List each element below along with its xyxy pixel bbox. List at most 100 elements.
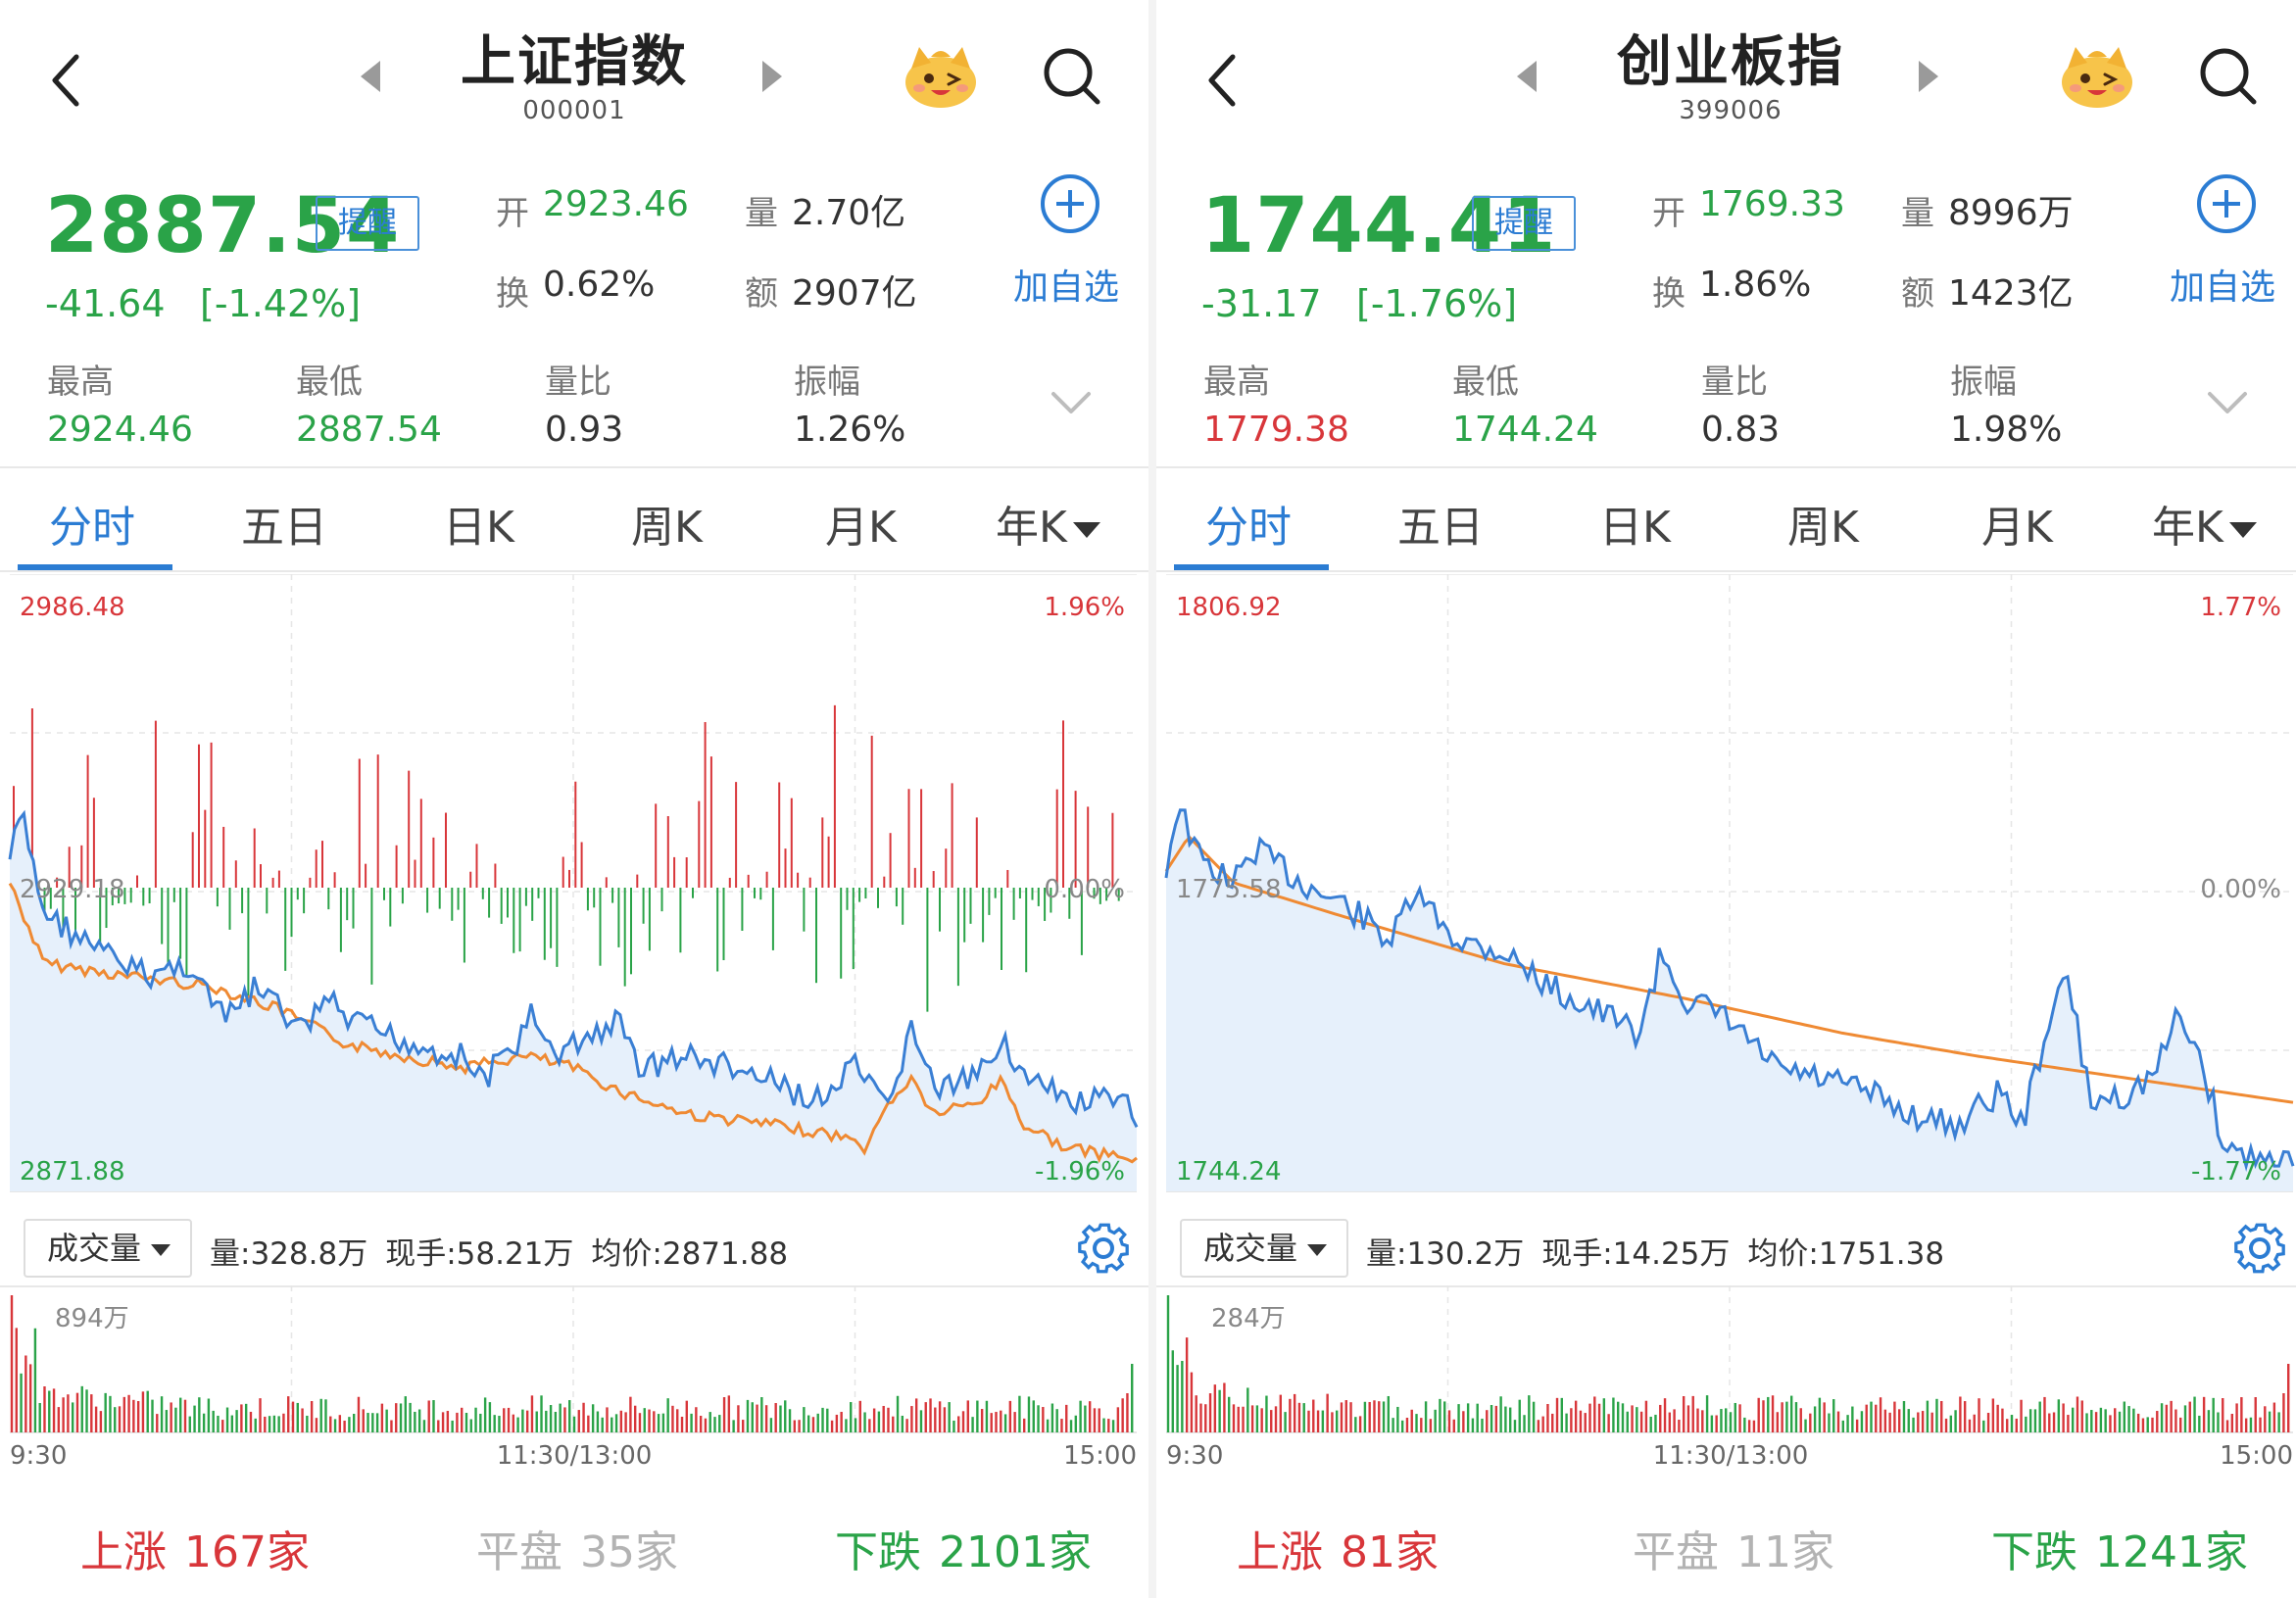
index-code: 000001 xyxy=(522,96,626,125)
tab-weekly-k[interactable]: 周K xyxy=(1787,503,1859,553)
volume-ratio-label: 量比 xyxy=(545,363,611,402)
indicator-select[interactable]: 成交量 xyxy=(1180,1219,1348,1278)
indicator-select[interactable]: 成交量 xyxy=(24,1219,192,1278)
intraday-chart[interactable]: 2986.48 1.96% 2929.18 0.00% 2871.88 -1.9… xyxy=(0,574,1148,1209)
low-value: 1744.24 xyxy=(1452,410,1598,450)
time-mid-label: 11:30/13:00 xyxy=(1653,1441,1809,1471)
decliners: 下跌 1241家 xyxy=(1991,1517,2248,1579)
caret-down-icon xyxy=(1072,522,1100,538)
remind-button[interactable]: 提醒 xyxy=(1472,196,1576,251)
remind-button[interactable]: 提醒 xyxy=(316,196,419,251)
axis-bottom-left: 2871.88 xyxy=(20,1157,125,1186)
low-label: 最低 xyxy=(1452,363,1519,402)
axis-mid-right: 0.00% xyxy=(2200,875,2281,904)
axis-top-right: 1.96% xyxy=(1044,593,1125,622)
volume-info: 量:328.8万 现手:58.21万 均价:2871.88 xyxy=(210,1229,806,1273)
advancers: 上涨 167家 xyxy=(80,1517,310,1579)
time-start-label: 9:30 xyxy=(1166,1441,1223,1471)
tab-yearly-k-label: 年K xyxy=(2152,503,2223,553)
tabs-divider xyxy=(0,570,1148,572)
index-panel-sse: 上证指数 000001 2887.54 提醒 -41.64 [-1.42%] 开… xyxy=(0,30,1148,1579)
volume-max-label: 894万 xyxy=(55,1304,129,1333)
advancers-count: 81家 xyxy=(1341,1527,1439,1577)
volume-divider xyxy=(1156,1285,2296,1287)
back-icon[interactable] xyxy=(47,51,86,110)
axis-top-left: 2986.48 xyxy=(20,593,125,622)
price-change-percent: [-1.42%] xyxy=(200,282,362,325)
volume-bars xyxy=(10,1295,1134,1432)
add-watchlist-icon[interactable] xyxy=(1039,172,1101,235)
volume-chart[interactable]: 284万 9:30 11:30/13:00 15:00 xyxy=(1156,1285,2296,1481)
back-icon[interactable] xyxy=(1203,51,1243,110)
prev-index-icon[interactable] xyxy=(1517,61,1537,92)
next-index-icon[interactable] xyxy=(1919,61,1938,92)
price-change-percent: [-1.76%] xyxy=(1356,282,1518,325)
unchanged-count: 35家 xyxy=(580,1527,678,1577)
tab-weekly-k[interactable]: 周K xyxy=(631,503,703,553)
gear-icon[interactable] xyxy=(1074,1219,1133,1278)
index-title: 上证指数 xyxy=(461,30,688,94)
volume-ratio-label: 量比 xyxy=(1701,363,1768,402)
intraday-chart[interactable]: 1806.92 1.77% 1775.58 0.00% 1744.24 -1.7… xyxy=(1156,574,2296,1209)
tab-monthly-k[interactable]: 月K xyxy=(825,503,897,553)
volume-info-vol: 量:328.8万 xyxy=(210,1236,368,1272)
axis-bottom-left: 1744.24 xyxy=(1176,1157,1282,1186)
volume-label: 量 xyxy=(745,194,778,233)
volume-info-avg: 均价:1751.38 xyxy=(1747,1236,1945,1272)
axis-mid-left: 1775.58 xyxy=(1176,875,1282,904)
index-panel-chinext: 创业板指 399006 1744.41 提醒 -31.17 [-1.76%] 开… xyxy=(1156,0,2296,1598)
amplitude-value: 1.26% xyxy=(794,410,906,450)
amplitude-value: 1.98% xyxy=(1950,410,2063,450)
volume-ratio-value: 0.83 xyxy=(1701,410,1781,450)
tab-intraday[interactable]: 分时 xyxy=(1205,503,1292,553)
volume-chart[interactable]: 894万 9:30 11:30/13:00 15:00 xyxy=(0,1285,1148,1481)
volume-divider xyxy=(0,1285,1148,1287)
volume-label: 量 xyxy=(1901,194,1934,233)
axis-mid-right: 0.00% xyxy=(1044,875,1125,904)
axis-top-left: 1806.92 xyxy=(1176,593,1282,622)
axis-mid-left: 2929.18 xyxy=(20,875,125,904)
add-watchlist-icon[interactable] xyxy=(2195,172,2258,235)
gear-icon[interactable] xyxy=(2230,1219,2289,1278)
tab-daily-k[interactable]: 日K xyxy=(443,503,514,553)
price-area xyxy=(1166,809,2293,1191)
tab-yearly-k[interactable]: 年K xyxy=(2152,492,2257,555)
chevron-down-icon[interactable] xyxy=(1050,390,1092,415)
volume-ratio-value: 0.93 xyxy=(545,410,624,450)
tab-yearly-k[interactable]: 年K xyxy=(996,492,1100,555)
price-change: -31.17 xyxy=(1201,282,1322,325)
active-tab-indicator xyxy=(1174,564,1329,570)
add-watchlist-button[interactable]: 加自选 xyxy=(1013,267,1120,308)
high-label: 最高 xyxy=(47,363,114,402)
volume-info-now: 现手:14.25万 xyxy=(1541,1236,1731,1272)
panel-divider xyxy=(1148,0,1156,1598)
tab-five-day[interactable]: 五日 xyxy=(241,503,327,553)
decliners-count: 1241家 xyxy=(2095,1527,2248,1577)
caret-down-icon xyxy=(2228,522,2257,538)
index-code: 399006 xyxy=(1679,96,1783,125)
tab-five-day[interactable]: 五日 xyxy=(1397,503,1484,553)
time-start-label: 9:30 xyxy=(10,1441,67,1471)
tab-monthly-k[interactable]: 月K xyxy=(1981,503,2053,553)
section-divider xyxy=(1156,466,2296,468)
mascot-icon[interactable] xyxy=(902,39,980,110)
unchanged-label: 平盘 xyxy=(476,1527,562,1577)
prev-index-icon[interactable] xyxy=(361,61,380,92)
decliners: 下跌 2101家 xyxy=(835,1517,1092,1579)
next-index-icon[interactable] xyxy=(762,61,782,92)
axis-bottom-right: -1.96% xyxy=(1035,1157,1125,1186)
tab-intraday[interactable]: 分时 xyxy=(49,503,135,553)
search-icon[interactable] xyxy=(2197,45,2260,108)
add-watchlist-button[interactable]: 加自选 xyxy=(2170,267,2276,308)
price-line xyxy=(1164,808,2295,1173)
tab-daily-k[interactable]: 日K xyxy=(1599,503,1671,553)
decliners-label: 下跌 xyxy=(1991,1527,2077,1577)
active-tab-indicator xyxy=(18,564,172,570)
search-icon[interactable] xyxy=(1041,45,1103,108)
volume-value: 8996万 xyxy=(1948,193,2074,233)
volume-max-label: 284万 xyxy=(1211,1304,1286,1333)
mascot-icon[interactable] xyxy=(2058,39,2136,110)
chevron-down-icon[interactable] xyxy=(2207,390,2248,415)
amount-label: 额 xyxy=(745,274,778,314)
